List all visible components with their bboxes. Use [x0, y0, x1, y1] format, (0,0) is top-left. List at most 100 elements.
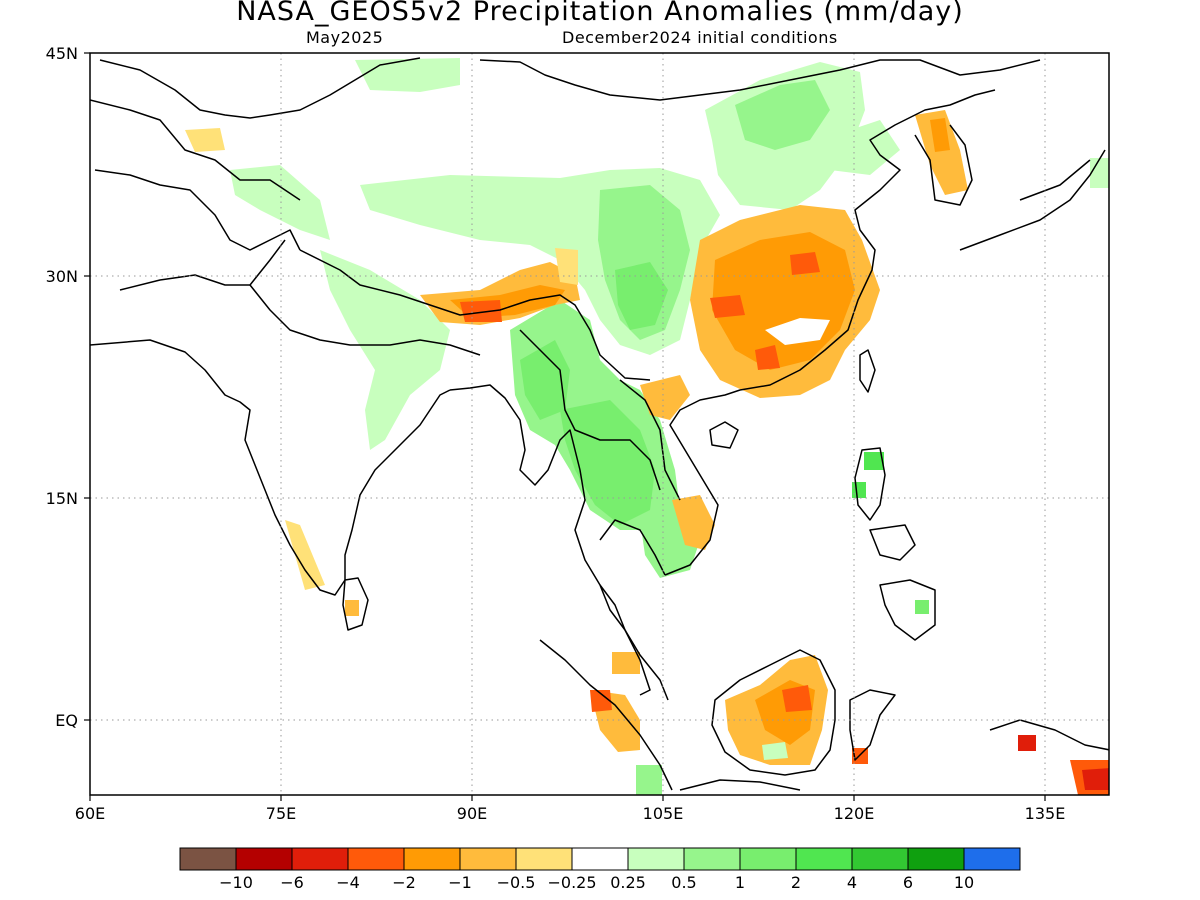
- coast-java: [679, 779, 801, 791]
- dry-anomaly-new-guinea-core: [1082, 768, 1109, 790]
- wet-anomaly-japan: [1090, 158, 1109, 188]
- colorbar-label: −0.5: [497, 873, 536, 892]
- coast-gulf-thailand: [599, 519, 666, 576]
- colorbar-swatch: [963, 847, 1021, 871]
- wet-anomaly-mongolia: [355, 58, 460, 92]
- colorbar-swatch: [347, 847, 405, 871]
- wet-hole-borneo: [762, 742, 788, 760]
- dry-anomaly-himalaya: [420, 262, 580, 325]
- chart-title: NASA_GEOS5v2 Precipitation Anomalies (mm…: [236, 0, 964, 27]
- lon-label-75e: 75E: [266, 804, 296, 823]
- axis-ticks: [84, 52, 1046, 801]
- colorbar-swatch: [179, 847, 237, 871]
- border-china-south: [299, 249, 651, 381]
- dry-anomaly-southwest-india: [285, 520, 325, 590]
- colorbar-swatch: [235, 847, 293, 871]
- coast-sri-lanka: [342, 577, 369, 631]
- valid-period-label: May2025: [306, 28, 384, 47]
- coast-mindanao: [879, 579, 936, 641]
- colorbar-label: −4: [336, 873, 360, 892]
- dry-anomaly-kazakh: [185, 128, 225, 152]
- dry-anomaly-central-vietnam: [672, 495, 715, 550]
- border-north: [99, 57, 1041, 119]
- wet-anomaly-thailand-core: [560, 400, 655, 525]
- dry-anomaly-north-vietnam: [640, 375, 690, 420]
- dry-anomaly-sri-lanka: [345, 600, 359, 616]
- colorbar-label: 4: [847, 873, 857, 892]
- dry-anomaly-new-guinea: [1018, 735, 1036, 751]
- lon-label-135e: 135E: [1025, 804, 1066, 823]
- lon-label-105e: 105E: [643, 804, 684, 823]
- colorbar-swatch: [403, 847, 461, 871]
- colorbar-swatch: [291, 847, 349, 871]
- wet-anomaly-north-china-core: [735, 80, 830, 150]
- border-india-inner: [249, 284, 481, 356]
- coast-indochina: [664, 89, 996, 576]
- lon-label-120e: 120E: [834, 804, 875, 823]
- colorbar-swatch: [851, 847, 909, 871]
- dry-anomaly-korea: [915, 110, 968, 195]
- colorbar-label: −0.25: [547, 873, 596, 892]
- dry-anomaly-south-china-dark: [710, 295, 745, 318]
- coast-taiwan: [859, 349, 876, 393]
- wet-hole-south-china: [765, 318, 830, 345]
- wet-anomaly-luzon-2: [852, 482, 866, 498]
- coast-hainan: [709, 421, 739, 449]
- colorbar-label: 10: [954, 873, 974, 892]
- colorbar-label: 0.25: [610, 873, 646, 892]
- colorbar-swatch: [627, 847, 685, 871]
- dry-anomaly-borneo-dark: [782, 685, 812, 712]
- colorbar-swatch: [459, 847, 517, 871]
- lon-label-60e: 60E: [75, 804, 105, 823]
- border-myanmar: [519, 329, 661, 491]
- dry-anomaly-bhutan: [460, 300, 502, 322]
- border-central-asia: [90, 99, 301, 201]
- coast-luzon: [854, 447, 886, 521]
- map-area: [90, 53, 1109, 795]
- lat-label-45n: 45N: [46, 44, 78, 63]
- dry-anomaly-south-china-dark-2: [790, 252, 820, 275]
- coast-new-guinea: [989, 719, 1109, 751]
- lat-label-30n: 30N: [46, 267, 78, 286]
- wet-anomaly-sumatra: [636, 765, 662, 795]
- coast-japan: [959, 149, 1106, 251]
- dry-anomaly-sumatra-core: [590, 690, 612, 712]
- colorbar-swatch: [571, 847, 629, 871]
- dry-anomaly-malaya: [612, 652, 640, 674]
- border-pakistan: [119, 239, 286, 291]
- colorbar-swatch: [515, 847, 573, 871]
- colorbar-label: −10: [219, 873, 253, 892]
- border-afghan: [94, 169, 301, 251]
- anomaly-fields: [185, 58, 1109, 795]
- coast-malaya: [599, 584, 651, 696]
- colorbar-swatch: [907, 847, 965, 871]
- dry-anomaly-south-china-dark-3: [755, 345, 780, 370]
- wet-anomaly-himalaya-west: [230, 165, 330, 240]
- colorbar-label: −2: [392, 873, 416, 892]
- dry-anomaly-himalaya-east: [555, 248, 578, 285]
- colorbar-label: 2: [791, 873, 801, 892]
- coast-bangladesh: [449, 384, 669, 701]
- wet-anomaly-myanmar-core: [520, 340, 570, 420]
- coast-india: [90, 339, 451, 596]
- lon-label-90e: 90E: [457, 804, 487, 823]
- initial-conditions-label: December2024 initial conditions: [562, 28, 838, 47]
- colorbar-label: −1: [448, 873, 472, 892]
- colorbar-label: −6: [280, 873, 304, 892]
- coast-visayas: [869, 524, 916, 561]
- coast-sumatra: [539, 639, 673, 791]
- colorbar-swatch: [683, 847, 741, 871]
- colorbar-label: 0.5: [671, 873, 696, 892]
- coast-borneo: [711, 649, 836, 776]
- colorbar-swatch: [795, 847, 853, 871]
- coast-korea: [914, 124, 973, 206]
- lat-label-eq: EQ: [55, 711, 78, 730]
- colorbar-label: 1: [735, 873, 745, 892]
- wet-anomaly-mindanao: [915, 600, 929, 614]
- border-indochina: [619, 379, 681, 501]
- dry-anomaly-korea-core: [930, 118, 950, 152]
- map-frame: [89, 52, 1110, 796]
- wet-anomaly-luzon: [864, 452, 884, 470]
- colorbar-swatch: [739, 847, 797, 871]
